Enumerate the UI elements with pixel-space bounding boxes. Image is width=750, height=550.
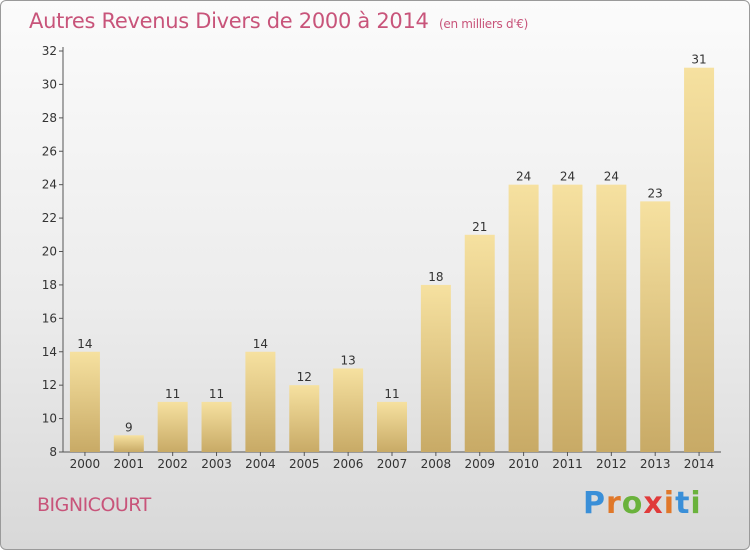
proxiti-logo: Proxiti <box>583 486 702 521</box>
y-tick-label: 28 <box>42 111 57 125</box>
chart-title-text: Autres Revenus Divers de 2000 à 2014 <box>29 9 429 33</box>
data-label: 11 <box>384 387 399 401</box>
logo-letter: t <box>675 486 691 521</box>
data-label: 14 <box>77 337 92 351</box>
bar <box>289 385 320 452</box>
x-tick-label: 2003 <box>201 457 232 471</box>
bar <box>201 401 232 452</box>
x-tick-label: 2007 <box>377 457 408 471</box>
x-tick-label: 2006 <box>333 457 364 471</box>
bar <box>508 184 539 452</box>
x-tick-label: 2000 <box>70 457 101 471</box>
bar <box>157 401 188 452</box>
y-tick-label: 18 <box>42 278 57 292</box>
data-label: 13 <box>340 353 355 367</box>
bar <box>420 284 451 452</box>
logo-letter: r <box>606 486 622 521</box>
data-label: 11 <box>165 387 180 401</box>
y-tick-label: 32 <box>42 44 57 58</box>
y-tick-label: 12 <box>42 378 57 392</box>
data-label: 24 <box>516 170 531 184</box>
chart-bars <box>69 67 715 452</box>
chart-subtitle: (en milliers d'€) <box>439 17 529 31</box>
data-label: 18 <box>428 270 443 284</box>
data-label: 12 <box>297 370 312 384</box>
x-tick-label: 2013 <box>640 457 671 471</box>
chart-axes: 8 10 12 14 16 18 20 22 24 26 28 30 32 2000 2001 2002 200… <box>42 44 721 471</box>
bar <box>333 368 364 452</box>
x-tick-label: 2005 <box>289 457 320 471</box>
bar <box>640 201 671 452</box>
x-tick-label: 2008 <box>421 457 452 471</box>
data-label: 23 <box>648 186 663 200</box>
x-tick-label: 2010 <box>508 457 539 471</box>
bar <box>552 184 583 452</box>
logo-letter: i <box>690 486 702 521</box>
y-tick-label: 8 <box>49 445 57 459</box>
bar <box>113 435 144 452</box>
y-tick-label: 14 <box>42 345 57 359</box>
logo-letter: x <box>643 486 664 521</box>
x-tick-label: 2009 <box>464 457 495 471</box>
commune-name: BIGNICOURT <box>37 494 151 516</box>
logo-letter: i <box>663 486 676 521</box>
y-tick-label: 10 <box>42 412 57 426</box>
data-label: 14 <box>253 337 268 351</box>
data-label: 24 <box>604 170 619 184</box>
bar <box>69 351 100 452</box>
chart-labels: 14 9 11 11 14 12 13 11 18 21 24 24 24 23 31 <box>77 53 706 435</box>
chart-title: Autres Revenus Divers de 2000 à 2014 (en… <box>29 9 528 33</box>
x-tick-label: 2014 <box>684 457 715 471</box>
y-tick-label: 22 <box>42 211 57 225</box>
y-tick-label: 16 <box>42 311 57 325</box>
bar <box>464 234 495 452</box>
logo-letter: P <box>583 486 606 521</box>
x-tick-label: 2001 <box>114 457 145 471</box>
bar <box>377 401 407 452</box>
x-tick-label: 2011 <box>552 457 583 471</box>
data-label: 9 <box>125 420 133 434</box>
data-label: 11 <box>209 387 224 401</box>
x-tick-label: 2004 <box>245 457 276 471</box>
data-label: 24 <box>560 170 575 184</box>
x-tick-label: 2012 <box>596 457 627 471</box>
logo-letter: o <box>621 486 644 521</box>
y-tick-label: 30 <box>42 77 57 91</box>
bar <box>684 67 715 452</box>
x-tick-label: 2002 <box>157 457 188 471</box>
bar <box>245 351 276 452</box>
y-tick-label: 26 <box>42 144 57 158</box>
data-label: 21 <box>472 220 487 234</box>
y-tick-label: 24 <box>42 178 57 192</box>
y-tick-label: 20 <box>42 245 57 259</box>
data-label: 31 <box>691 53 706 67</box>
bar <box>596 184 627 452</box>
